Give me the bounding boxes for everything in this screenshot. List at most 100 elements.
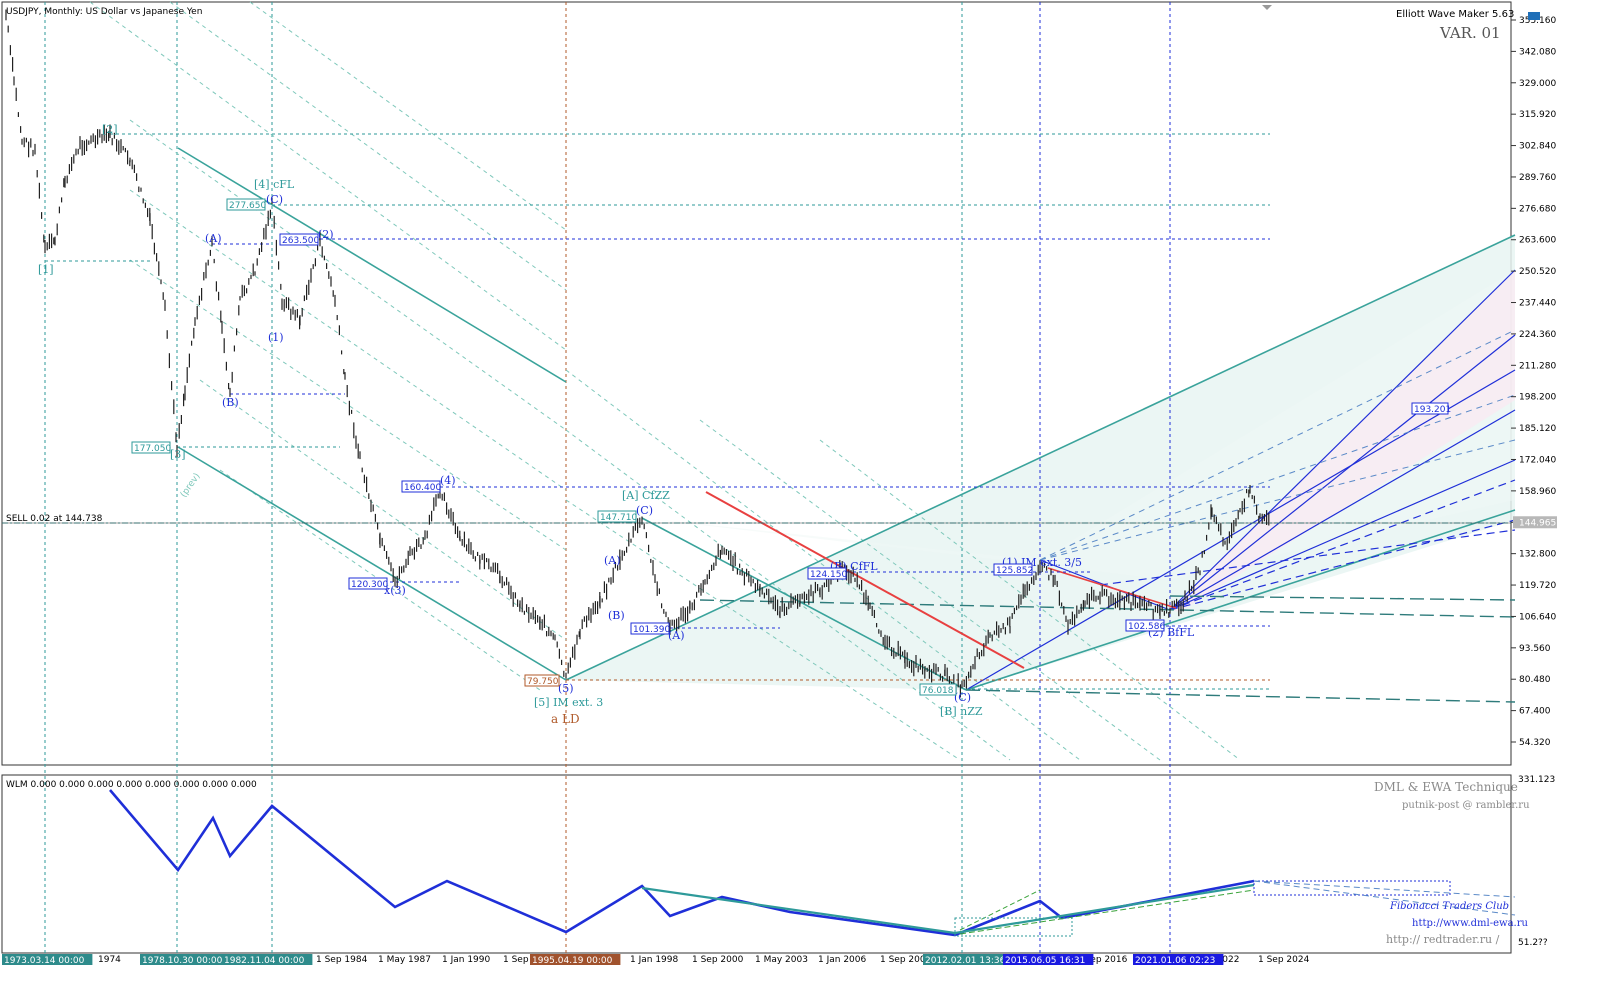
price-label: 185.120 bbox=[1519, 424, 1556, 434]
wave-2: [2] bbox=[102, 123, 118, 136]
svg-text:193.201: 193.201 bbox=[1414, 405, 1451, 415]
time-label: 1 Sep 1984 bbox=[316, 955, 368, 965]
sub-window-text: WLM 0.000 0.000 0.000 0.000 0.000 0.000 … bbox=[6, 780, 1530, 946]
red-trend-line bbox=[705, 491, 1025, 669]
svg-text:263.500: 263.500 bbox=[282, 236, 319, 246]
price-label: 211.280 bbox=[1519, 361, 1556, 371]
svg-text:124.150: 124.150 bbox=[810, 570, 847, 580]
time-marker bbox=[140, 954, 231, 965]
time-marker-label: 2012.02.01 13:36 bbox=[925, 956, 1006, 966]
svg-text:120.300: 120.300 bbox=[351, 580, 388, 590]
time-label: 1 Jan 1990 bbox=[442, 955, 490, 965]
svg-text:177.050: 177.050 bbox=[134, 444, 171, 454]
time-label: 1 Sep bbox=[503, 955, 529, 965]
svg-text:102.586: 102.586 bbox=[1128, 622, 1165, 632]
chevron-down-icon[interactable] bbox=[1262, 5, 1272, 10]
price-tags: 277.650 263.500 177.050 160.400 147.710 … bbox=[131, 198, 1451, 696]
wave-3: [3] bbox=[170, 448, 186, 461]
wave-x3: x(3) bbox=[384, 584, 406, 597]
time-label: 1 Sep 2000 bbox=[692, 955, 744, 965]
wlm-box bbox=[954, 917, 1073, 937]
teal-channel-fill bbox=[566, 235, 1515, 690]
price-label: 355.160 bbox=[1519, 16, 1556, 26]
wave-5-im: [5] IM ext. 3 bbox=[534, 696, 603, 709]
wave-c-top: (C) bbox=[266, 193, 283, 206]
credit-1: DML & EWA Technique bbox=[1374, 780, 1518, 794]
wave-4-paren: (4) bbox=[440, 474, 456, 487]
vertical-markers bbox=[44, 2, 1171, 953]
price-label: 172.040 bbox=[1519, 455, 1556, 465]
svg-text:331.123: 331.123 bbox=[1518, 775, 1555, 785]
wave-a-cfzz: [A] CfZZ bbox=[622, 489, 670, 502]
indicator-name: Elliott Wave Maker 5.63 bbox=[1396, 9, 1514, 20]
price-label: 80.480 bbox=[1519, 675, 1551, 685]
price-label: 237.440 bbox=[1519, 299, 1556, 309]
wave-b-2: (B) bbox=[608, 609, 625, 622]
wave-1-paren: (1) bbox=[268, 331, 284, 344]
price-label: 276.680 bbox=[1519, 204, 1556, 214]
price-label: 263.600 bbox=[1519, 236, 1556, 246]
price-label: 132.800 bbox=[1519, 550, 1556, 560]
time-marker-label: 1995.04.19 00:00 bbox=[532, 956, 613, 966]
credit-4: http://www.dml-ewa.ru bbox=[1412, 918, 1529, 929]
price-label: 224.360 bbox=[1519, 330, 1556, 340]
price-label: 93.560 bbox=[1519, 644, 1551, 654]
diagonal-fan-lines bbox=[89, 1, 1241, 761]
svg-text:147.710: 147.710 bbox=[600, 513, 637, 523]
price-label: 302.840 bbox=[1519, 142, 1556, 152]
price-label: 119.720 bbox=[1519, 581, 1556, 591]
blue-fan-lines bbox=[965, 269, 1516, 691]
cap-icon[interactable] bbox=[1528, 12, 1540, 20]
wave-c-2: (C) bbox=[636, 504, 653, 517]
wave-b: (B) bbox=[222, 396, 239, 409]
wave-2-paren: (2) bbox=[318, 228, 334, 241]
time-marker bbox=[1133, 954, 1224, 965]
credit-2: putnik-post @ rambler.ru bbox=[1402, 800, 1530, 811]
price-label: 250.520 bbox=[1519, 267, 1556, 277]
svg-text:101.390: 101.390 bbox=[633, 625, 670, 635]
price-label: 106.640 bbox=[1519, 612, 1556, 622]
wlm-green-dash bbox=[959, 889, 1041, 931]
price-label: 342.080 bbox=[1519, 47, 1556, 57]
time-label: 1 Jan 1998 bbox=[630, 955, 678, 965]
blue-dashed-fan bbox=[1099, 479, 1516, 611]
toolbar-icons[interactable] bbox=[1262, 5, 1540, 20]
credit-3: Fibonacci Traders Club bbox=[1389, 901, 1509, 912]
time-marker-label: 2015.06.05 16:31 bbox=[1005, 956, 1085, 966]
horizontal-levels bbox=[45, 133, 1270, 690]
wave-a: (A) bbox=[205, 232, 222, 245]
time-label: 1 May 1987 bbox=[378, 955, 431, 965]
time-marker bbox=[530, 954, 621, 965]
symbol-title: USDJPY, Monthly: US Dollar vs Japanese Y… bbox=[6, 7, 202, 17]
price-label: 54.320 bbox=[1519, 738, 1551, 748]
wlm-projection-box bbox=[1253, 880, 1451, 896]
wave-a-2: (A) bbox=[604, 554, 621, 567]
time-label: n 2022 bbox=[1208, 955, 1239, 965]
price-label: 289.760 bbox=[1519, 173, 1556, 183]
wlm-teal-line bbox=[641, 883, 1255, 935]
teal-long-dashed bbox=[699, 595, 1516, 703]
time-label: 1 Sep 2016 bbox=[1076, 955, 1128, 965]
time-marker bbox=[2, 954, 93, 965]
red-trend-line-2 bbox=[1047, 567, 1177, 609]
wave-b-nzz: [B] nZZ bbox=[940, 705, 983, 718]
svg-text:79.750: 79.750 bbox=[527, 677, 559, 687]
svg-text:76.018: 76.018 bbox=[922, 686, 954, 696]
variant-label: VAR. 01 bbox=[1439, 24, 1501, 42]
svg-text:277.650: 277.650 bbox=[229, 201, 266, 211]
price-label: 315.920 bbox=[1519, 110, 1556, 120]
time-marker-label: 2021.01.06 02:23 bbox=[1135, 956, 1215, 966]
svg-text:125.852: 125.852 bbox=[996, 566, 1033, 576]
wave-1: [1] bbox=[38, 263, 54, 276]
time-label: 1 Jan 2006 bbox=[818, 955, 866, 965]
time-label: 1 Sep 2024 bbox=[1258, 955, 1310, 965]
svg-text:160.400: 160.400 bbox=[404, 483, 441, 493]
wave-5-paren: (5) bbox=[558, 682, 574, 695]
sub-window-frame bbox=[1, 774, 1512, 954]
time-marker bbox=[923, 954, 1014, 965]
wlm-line bbox=[109, 789, 1255, 937]
light-blue-dashed bbox=[1039, 329, 1516, 561]
wlm-projection-lines bbox=[1253, 880, 1516, 916]
